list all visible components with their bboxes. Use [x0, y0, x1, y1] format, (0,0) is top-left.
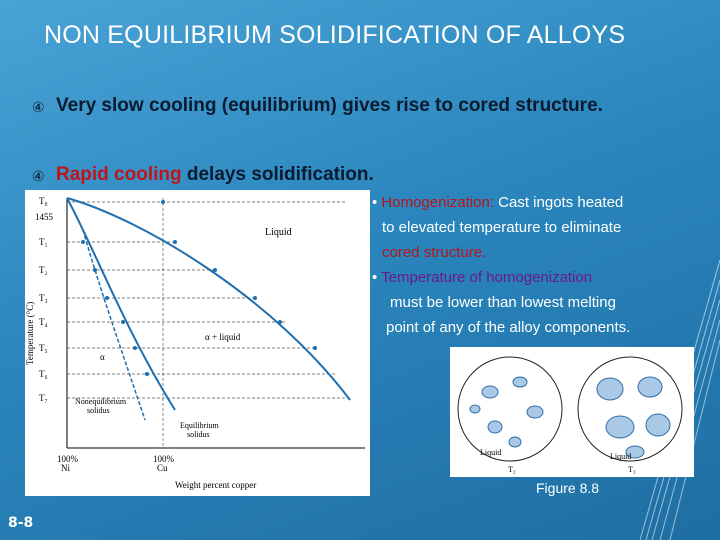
bullet-highlight: Rapid cooling [56, 164, 182, 185]
micro-right-temp: T₃ [628, 465, 636, 474]
note-1-label: Homogenization: [381, 194, 494, 211]
note-1: • Homogenization: Cast ingots heated [372, 194, 624, 211]
region-alpha-label: α [100, 352, 105, 362]
phase-diagram-figure: T₀ 1455 T₁ T₂ T₃ T₄ T₅ T₆ T₇ Liquid α + … [25, 190, 370, 496]
temp-label-t2: T₂ [39, 265, 48, 275]
note-1-line-3: cored structure. [382, 244, 487, 261]
bullet-text: delays solidification. [181, 164, 374, 185]
noneq-solidus-label-2: solidus [87, 406, 110, 415]
temp-label-1455: 1455 [35, 212, 54, 222]
note-2-line-2: must be lower than lowest melting [390, 294, 616, 311]
homogenization-notes: • Homogenization: Cast ingots heated to … [372, 190, 702, 340]
region-two-phase-label: α + liquid [205, 332, 241, 342]
temp-label-t1: T₁ [39, 237, 48, 247]
temp-label-t3: T₃ [39, 293, 48, 303]
bullet-icon: ④ [32, 168, 45, 184]
noneq-solidus-label: Nonequilibrium [75, 397, 127, 406]
x-left-label: 100% [57, 454, 79, 464]
eq-solidus-label-2: solidus [187, 430, 210, 439]
note-2-label: Temperature of homogenization [381, 269, 593, 286]
micrograph-figure: Liquid Liquid T₂ T₃ [450, 347, 694, 477]
temp-label-t6: T₆ [39, 369, 48, 379]
bullet-text: Very slow cooling (equilibrium) gives ri… [56, 95, 603, 116]
micro-left-liquid-label: Liquid [480, 448, 501, 457]
temp-label-t0: T₀ [39, 196, 48, 206]
micro-right-liquid-label: Liquid [610, 452, 631, 461]
eq-solidus-label: Equilibrium [180, 421, 219, 430]
slide-number: 8-8 [8, 515, 34, 531]
x-right-element: Cu [157, 463, 168, 473]
region-liquid-label: Liquid [265, 227, 292, 238]
note-2-line-3: point of any of the alloy components. [386, 319, 631, 336]
x-left-element: Ni [61, 463, 70, 473]
y-axis-label: Temperature (°C) [25, 302, 35, 365]
bullet-rapid-cooling: ④ Rapid cooling delays solidification. [32, 162, 656, 187]
temp-label-t7: T₇ [39, 393, 48, 403]
note-1-text-a: Cast ingots heated [494, 194, 624, 211]
bullet-icon: ④ [32, 99, 45, 115]
figure-caption: Figure 8.8 [536, 480, 600, 496]
temp-label-t4: T₄ [39, 317, 48, 327]
note-1-line-2: to elevated temperature to eliminate [382, 219, 622, 236]
note-2: • Temperature of homogenization [372, 269, 593, 286]
micro-left-temp: T₂ [508, 465, 516, 474]
x-axis-label: Weight percent copper [175, 480, 256, 490]
slide-title: NON EQUILIBRIUM SOLIDIFICATION OF ALLOYS [44, 21, 626, 49]
temp-label-t5: T₅ [39, 343, 48, 353]
x-right-label: 100% [153, 454, 175, 464]
bullet-slow-cooling: ④ Very slow cooling (equilibrium) gives … [32, 93, 656, 118]
